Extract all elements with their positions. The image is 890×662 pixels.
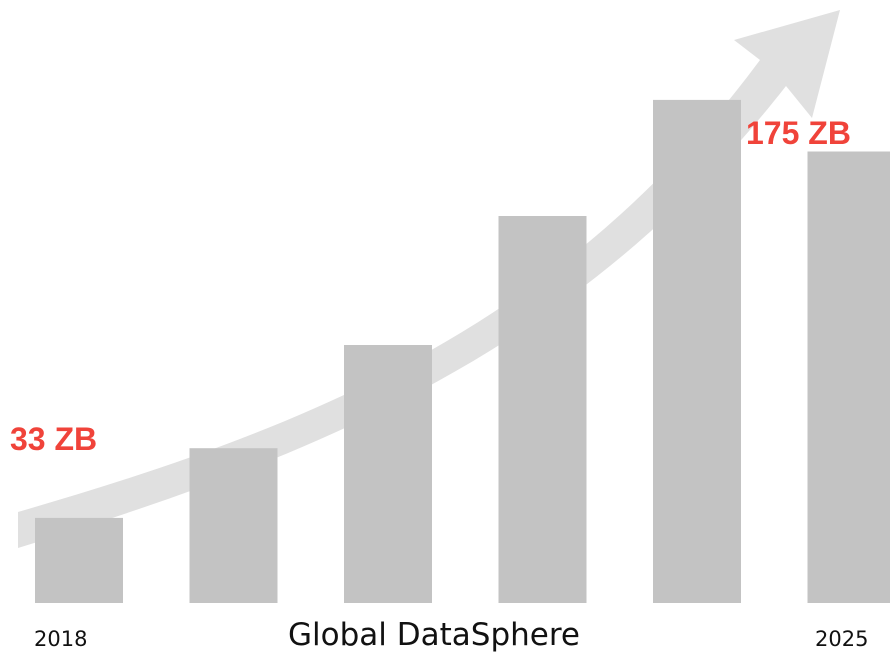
start-value-annotation: 33 ZB xyxy=(10,421,98,457)
bar-4 xyxy=(498,216,587,603)
upward-curved-arrow-icon xyxy=(18,10,840,548)
bar-5 xyxy=(653,99,741,604)
bar-2 xyxy=(189,448,278,603)
x-tick-label-last: 2025 xyxy=(815,627,869,651)
bar-group xyxy=(35,99,890,604)
bar-3 xyxy=(344,345,432,603)
end-value-annotation: 175 ZB xyxy=(746,115,851,151)
bar-6 xyxy=(807,151,890,603)
bar-1 xyxy=(35,517,123,603)
chart-title: Global DataSphere xyxy=(288,617,580,653)
x-tick-label-first: 2018 xyxy=(34,627,88,651)
